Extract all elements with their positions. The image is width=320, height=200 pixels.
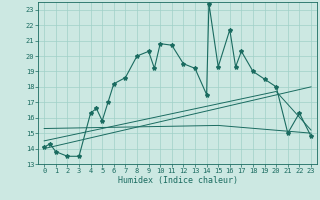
X-axis label: Humidex (Indice chaleur): Humidex (Indice chaleur)	[118, 176, 238, 185]
